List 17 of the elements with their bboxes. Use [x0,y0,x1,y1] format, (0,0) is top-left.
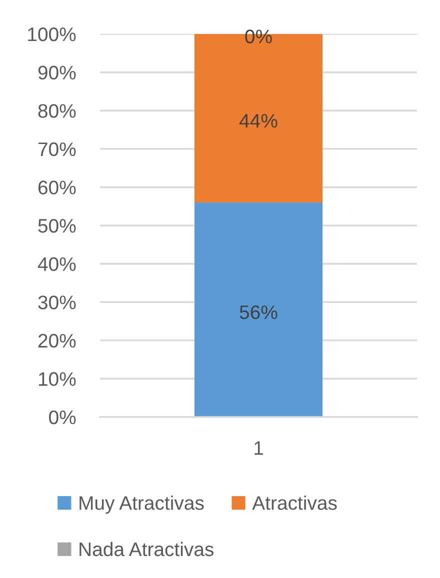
x-tick-label: 1 [254,441,263,455]
data-label: 44% [239,114,278,128]
y-tick-label: 100% [28,27,76,42]
y-tick-label: 50% [38,218,76,233]
legend-label: Nada Atractivas [80,542,214,556]
y-tick-label: 60% [38,180,76,194]
legend-label: Atractivas [252,496,337,510]
y-tick-label: 90% [38,66,76,80]
y-tick-label: 40% [38,257,76,272]
legend-label: Muy Atractivas [80,496,204,514]
y-tick-label: 20% [38,334,76,348]
y-tick-label: 10% [38,372,76,386]
data-label: 56% [240,305,278,320]
y-tick-label: 0% [49,410,76,424]
y-tick-label: 80% [38,104,76,118]
y-tick-label: 30% [38,296,76,310]
y-tick-label: 70% [38,142,76,156]
